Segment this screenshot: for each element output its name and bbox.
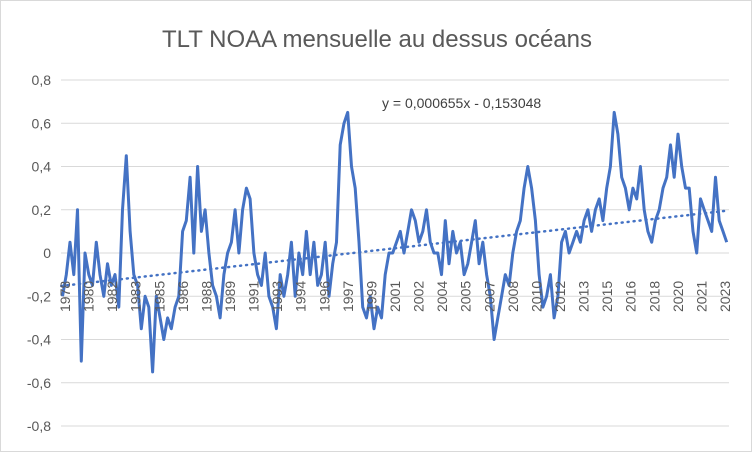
trendline-equation: y = 0,000655x - 0,153048 <box>382 95 541 111</box>
x-tick-label: 2004 <box>434 281 450 312</box>
chart-title: TLT NOAA mensuelle au dessus océans <box>162 26 592 53</box>
y-tick-label: 0,8 <box>32 72 52 88</box>
x-tick-label: 2021 <box>693 281 709 312</box>
y-tick-label: 0,2 <box>32 202 52 218</box>
x-tick-label: 2002 <box>411 281 427 312</box>
x-tick-label: 1996 <box>316 281 332 312</box>
x-tick-label: 2012 <box>552 281 568 312</box>
y-tick-label: -0,2 <box>27 288 51 304</box>
x-tick-label: 2020 <box>670 281 686 312</box>
x-tick-label: 1986 <box>175 281 191 312</box>
x-tick-label: 1989 <box>222 281 238 312</box>
y-tick-label: -0,4 <box>27 332 51 348</box>
x-tick-label: 1993 <box>269 281 285 312</box>
x-tick-label: 2013 <box>576 281 592 312</box>
y-tick-label: -0,8 <box>27 418 51 434</box>
x-tick-label: 2018 <box>646 281 662 312</box>
x-tick-label: 1980 <box>81 281 97 312</box>
x-tick-label: 2023 <box>717 281 733 312</box>
x-tick-label: 2016 <box>623 281 639 312</box>
x-tick-label: 2015 <box>599 281 615 312</box>
y-tick-label: 0,4 <box>32 159 52 175</box>
x-tick-label: 1999 <box>363 281 379 312</box>
x-tick-label: 2007 <box>481 281 497 312</box>
x-tick-label: 1985 <box>151 281 167 312</box>
x-tick-label: 1983 <box>128 281 144 312</box>
x-tick-label: 1978 <box>57 281 73 312</box>
x-tick-label: 1994 <box>293 281 309 312</box>
x-tick-label: 1997 <box>340 281 356 312</box>
x-tick-label: 2005 <box>458 281 474 312</box>
x-tick-label: 1982 <box>104 281 120 312</box>
x-tick-label: 2001 <box>387 281 403 312</box>
x-tick-label: 2008 <box>505 281 521 312</box>
y-tick-label: 0,6 <box>32 115 52 131</box>
x-tick-label: 2010 <box>528 281 544 312</box>
x-tick-label: 1988 <box>198 281 214 312</box>
y-tick-label: -0,6 <box>27 375 51 391</box>
y-tick-label: 0 <box>43 245 51 261</box>
x-tick-label: 1991 <box>246 281 262 312</box>
series-line <box>61 110 729 374</box>
